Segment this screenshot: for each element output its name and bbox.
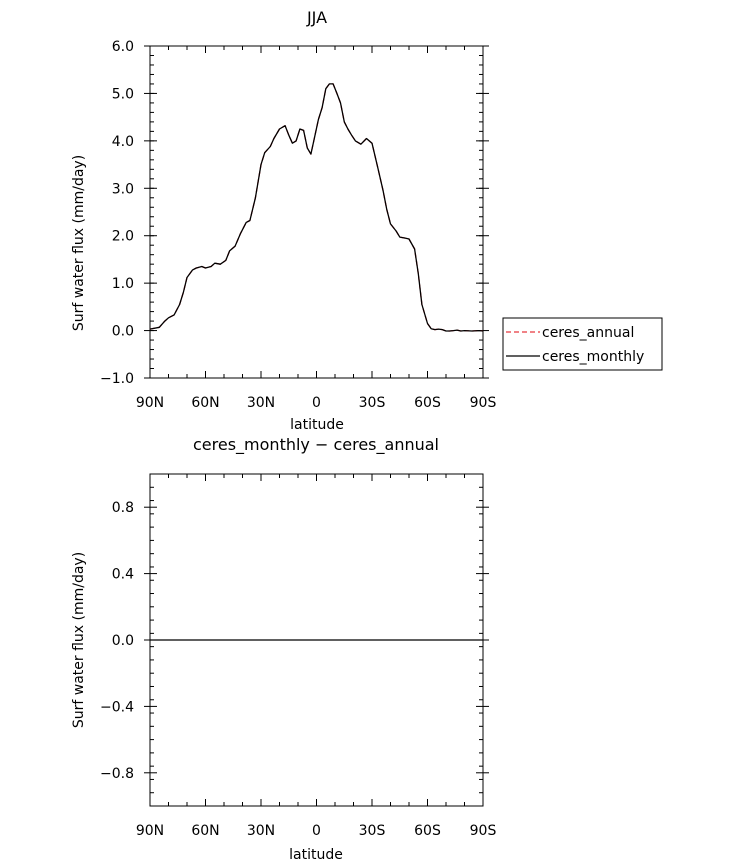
x-tick-label: 90S bbox=[470, 395, 497, 411]
y-tick-label: −0.8 bbox=[100, 766, 134, 782]
top-axis-ticks bbox=[144, 45, 489, 379]
bottom-x-axis-label: latitude bbox=[289, 847, 343, 863]
bottom-y-axis-label: Surf water flux (mm/day) bbox=[71, 552, 87, 728]
bottom-chart-title: ceres_monthly − ceres_annual bbox=[193, 435, 439, 455]
top-x-tick-labels: 90N 60N 30N 0 30S 60S 90S bbox=[136, 395, 497, 411]
x-tick-label: 90S bbox=[470, 823, 497, 839]
top-series-lines bbox=[149, 83, 484, 332]
legend-label-ceres-monthly: ceres_monthly bbox=[542, 349, 644, 365]
x-tick-label: 30S bbox=[359, 823, 386, 839]
x-tick-label: 60N bbox=[191, 395, 219, 411]
y-tick-label: −0.4 bbox=[100, 699, 134, 715]
bottom-axis-ticks bbox=[144, 473, 489, 807]
y-tick-label: 6.0 bbox=[112, 39, 134, 55]
x-tick-label: 30N bbox=[247, 823, 275, 839]
x-tick-label: 90N bbox=[136, 395, 164, 411]
legend-label-ceres-annual: ceres_annual bbox=[542, 325, 634, 341]
y-tick-label: 2.0 bbox=[112, 229, 134, 245]
top-plot-frame bbox=[149, 45, 484, 379]
x-tick-label: 30N bbox=[247, 395, 275, 411]
bottom-x-tick-labels: 90N 60N 30N 0 30S 60S 90S bbox=[136, 823, 497, 839]
x-tick-label: 0 bbox=[312, 823, 321, 839]
y-tick-label: 5.0 bbox=[112, 86, 134, 102]
top-chart-title: JJA bbox=[306, 8, 327, 27]
x-tick-label: 0 bbox=[312, 395, 321, 411]
legend: ceres_annual ceres_monthly bbox=[502, 317, 663, 371]
x-tick-label: 60S bbox=[414, 395, 441, 411]
x-tick-label: 60S bbox=[414, 823, 441, 839]
y-tick-label: 1.0 bbox=[112, 276, 134, 292]
top-y-axis-label: Surf water flux (mm/day) bbox=[71, 155, 87, 331]
y-tick-label: 0.0 bbox=[112, 324, 134, 340]
series-line-ceres-monthly bbox=[149, 83, 484, 332]
legend-box bbox=[502, 317, 663, 371]
y-tick-label: 0.0 bbox=[112, 633, 134, 649]
x-tick-label: 90N bbox=[136, 823, 164, 839]
y-tick-label: −1.0 bbox=[100, 371, 134, 387]
top-x-axis-label: latitude bbox=[290, 417, 344, 433]
y-tick-label: 4.0 bbox=[112, 134, 134, 150]
x-tick-label: 60N bbox=[191, 823, 219, 839]
y-tick-label: 0.8 bbox=[112, 500, 134, 516]
top-chart: JJA 90N 60N 30N 0 30S 60S 90S −1.0 0.0 1.0 2.0 3.0… bbox=[71, 8, 663, 433]
top-y-tick-labels: −1.0 0.0 1.0 2.0 3.0 4.0 5.0 6.0 bbox=[100, 39, 134, 387]
series-line-ceres-annual bbox=[149, 83, 484, 332]
x-tick-label: 30S bbox=[359, 395, 386, 411]
bottom-y-tick-labels: −0.8 −0.4 0.0 0.4 0.8 bbox=[100, 500, 134, 782]
y-tick-label: 3.0 bbox=[112, 181, 134, 197]
bottom-chart: ceres_monthly − ceres_annual 90N 60N 30N 0 3… bbox=[71, 435, 496, 863]
y-tick-label: 0.4 bbox=[112, 567, 134, 583]
